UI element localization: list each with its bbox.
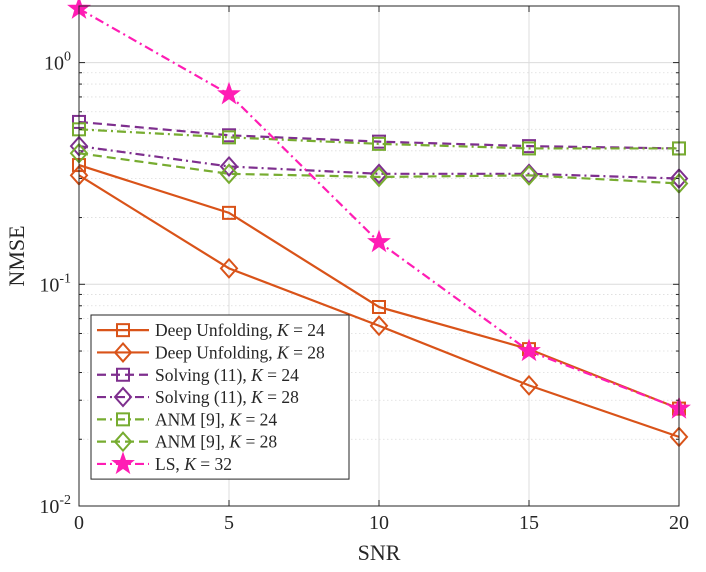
x-tick-label: 20: [669, 512, 689, 534]
legend-box: [90, 314, 350, 480]
legend-label: Deep Unfolding, K = 28: [155, 342, 325, 362]
y-tick-label: 100: [44, 50, 71, 75]
series-line: [78, 120, 680, 150]
data-point-marker: [369, 315, 389, 337]
ticks: 0 5 10 15 20 100 10-1 10-2: [39, 6, 689, 534]
data-point-marker: [519, 164, 539, 186]
x-tick-label: 0: [74, 512, 84, 534]
data-point-marker: [522, 141, 536, 156]
data-point-marker: [222, 130, 236, 145]
legend-label: ANM [9], K = 28: [155, 432, 277, 452]
legend-marker: [116, 412, 130, 427]
legend-label: ANM [9], K = 24: [155, 409, 277, 429]
legend-label: LS, K = 32: [155, 454, 232, 474]
x-tick-label: 15: [519, 512, 539, 534]
legend-entry: LS, K = 32: [97, 451, 232, 475]
legend-marker: [111, 451, 135, 475]
legend-marker: [116, 367, 130, 382]
y-axis-label: NMSE: [4, 225, 29, 286]
series-group: [67, 0, 691, 448]
legend-marker: [113, 431, 133, 453]
legend-marker: [113, 386, 133, 408]
x-tick-label: 5: [224, 512, 234, 534]
legend-label: Solving (11), K = 24: [155, 365, 299, 385]
data-point-marker: [217, 81, 241, 105]
legend-marker: [116, 323, 130, 338]
legend-entry: ANM [9], K = 24: [97, 409, 277, 429]
series-line: [78, 174, 680, 438]
data-point-marker: [222, 205, 236, 220]
data-point-marker: [372, 299, 386, 314]
x-axis-label: SNR: [358, 540, 401, 565]
legend-entry: Deep Unfolding, K = 28: [97, 341, 325, 363]
data-point-marker: [517, 338, 541, 362]
series-5: [72, 122, 686, 156]
data-point-marker: [369, 166, 389, 188]
legend-label: Solving (11), K = 28: [155, 387, 299, 407]
data-point-marker: [219, 163, 239, 185]
legend-label: Deep Unfolding, K = 24: [155, 320, 325, 340]
data-point-marker: [367, 229, 391, 253]
legend-entry: ANM [9], K = 28: [97, 431, 277, 453]
y-tick-label: 10-1: [39, 271, 71, 296]
data-point-marker: [219, 257, 239, 279]
data-point-marker: [369, 163, 389, 185]
legend-entry: Deep Unfolding, K = 24: [97, 320, 325, 340]
series-line: [78, 145, 680, 180]
data-point-marker: [519, 374, 539, 396]
y-tick-label: 10-2: [39, 493, 71, 518]
series-line: [78, 164, 680, 410]
data-point-marker: [219, 155, 239, 177]
x-tick-label: 10: [369, 512, 389, 534]
data-point-marker: [372, 136, 386, 151]
legend-entry: Solving (11), K = 28: [97, 386, 299, 408]
series-line: [78, 152, 680, 185]
data-point-marker: [519, 163, 539, 185]
legend-entry: Solving (11), K = 24: [97, 365, 299, 385]
legend-marker: [113, 341, 133, 363]
series-line: [78, 128, 679, 150]
